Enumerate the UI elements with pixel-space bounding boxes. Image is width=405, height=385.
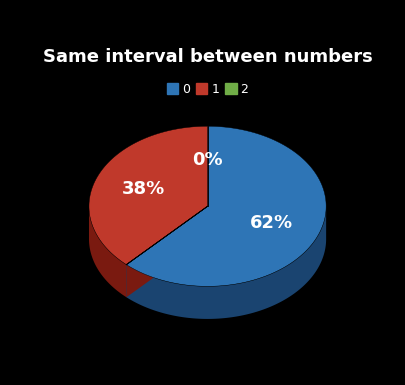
Text: Same interval between numbers: Same interval between numbers [43, 48, 373, 66]
Polygon shape [126, 206, 207, 297]
Legend: 0, 1, 2: 0, 1, 2 [162, 78, 253, 100]
Polygon shape [89, 207, 126, 297]
Polygon shape [126, 207, 326, 319]
Polygon shape [89, 126, 207, 264]
Polygon shape [126, 206, 207, 297]
Text: 38%: 38% [122, 180, 165, 198]
Polygon shape [126, 126, 326, 286]
Text: 62%: 62% [250, 214, 293, 233]
Text: 0%: 0% [192, 151, 223, 169]
